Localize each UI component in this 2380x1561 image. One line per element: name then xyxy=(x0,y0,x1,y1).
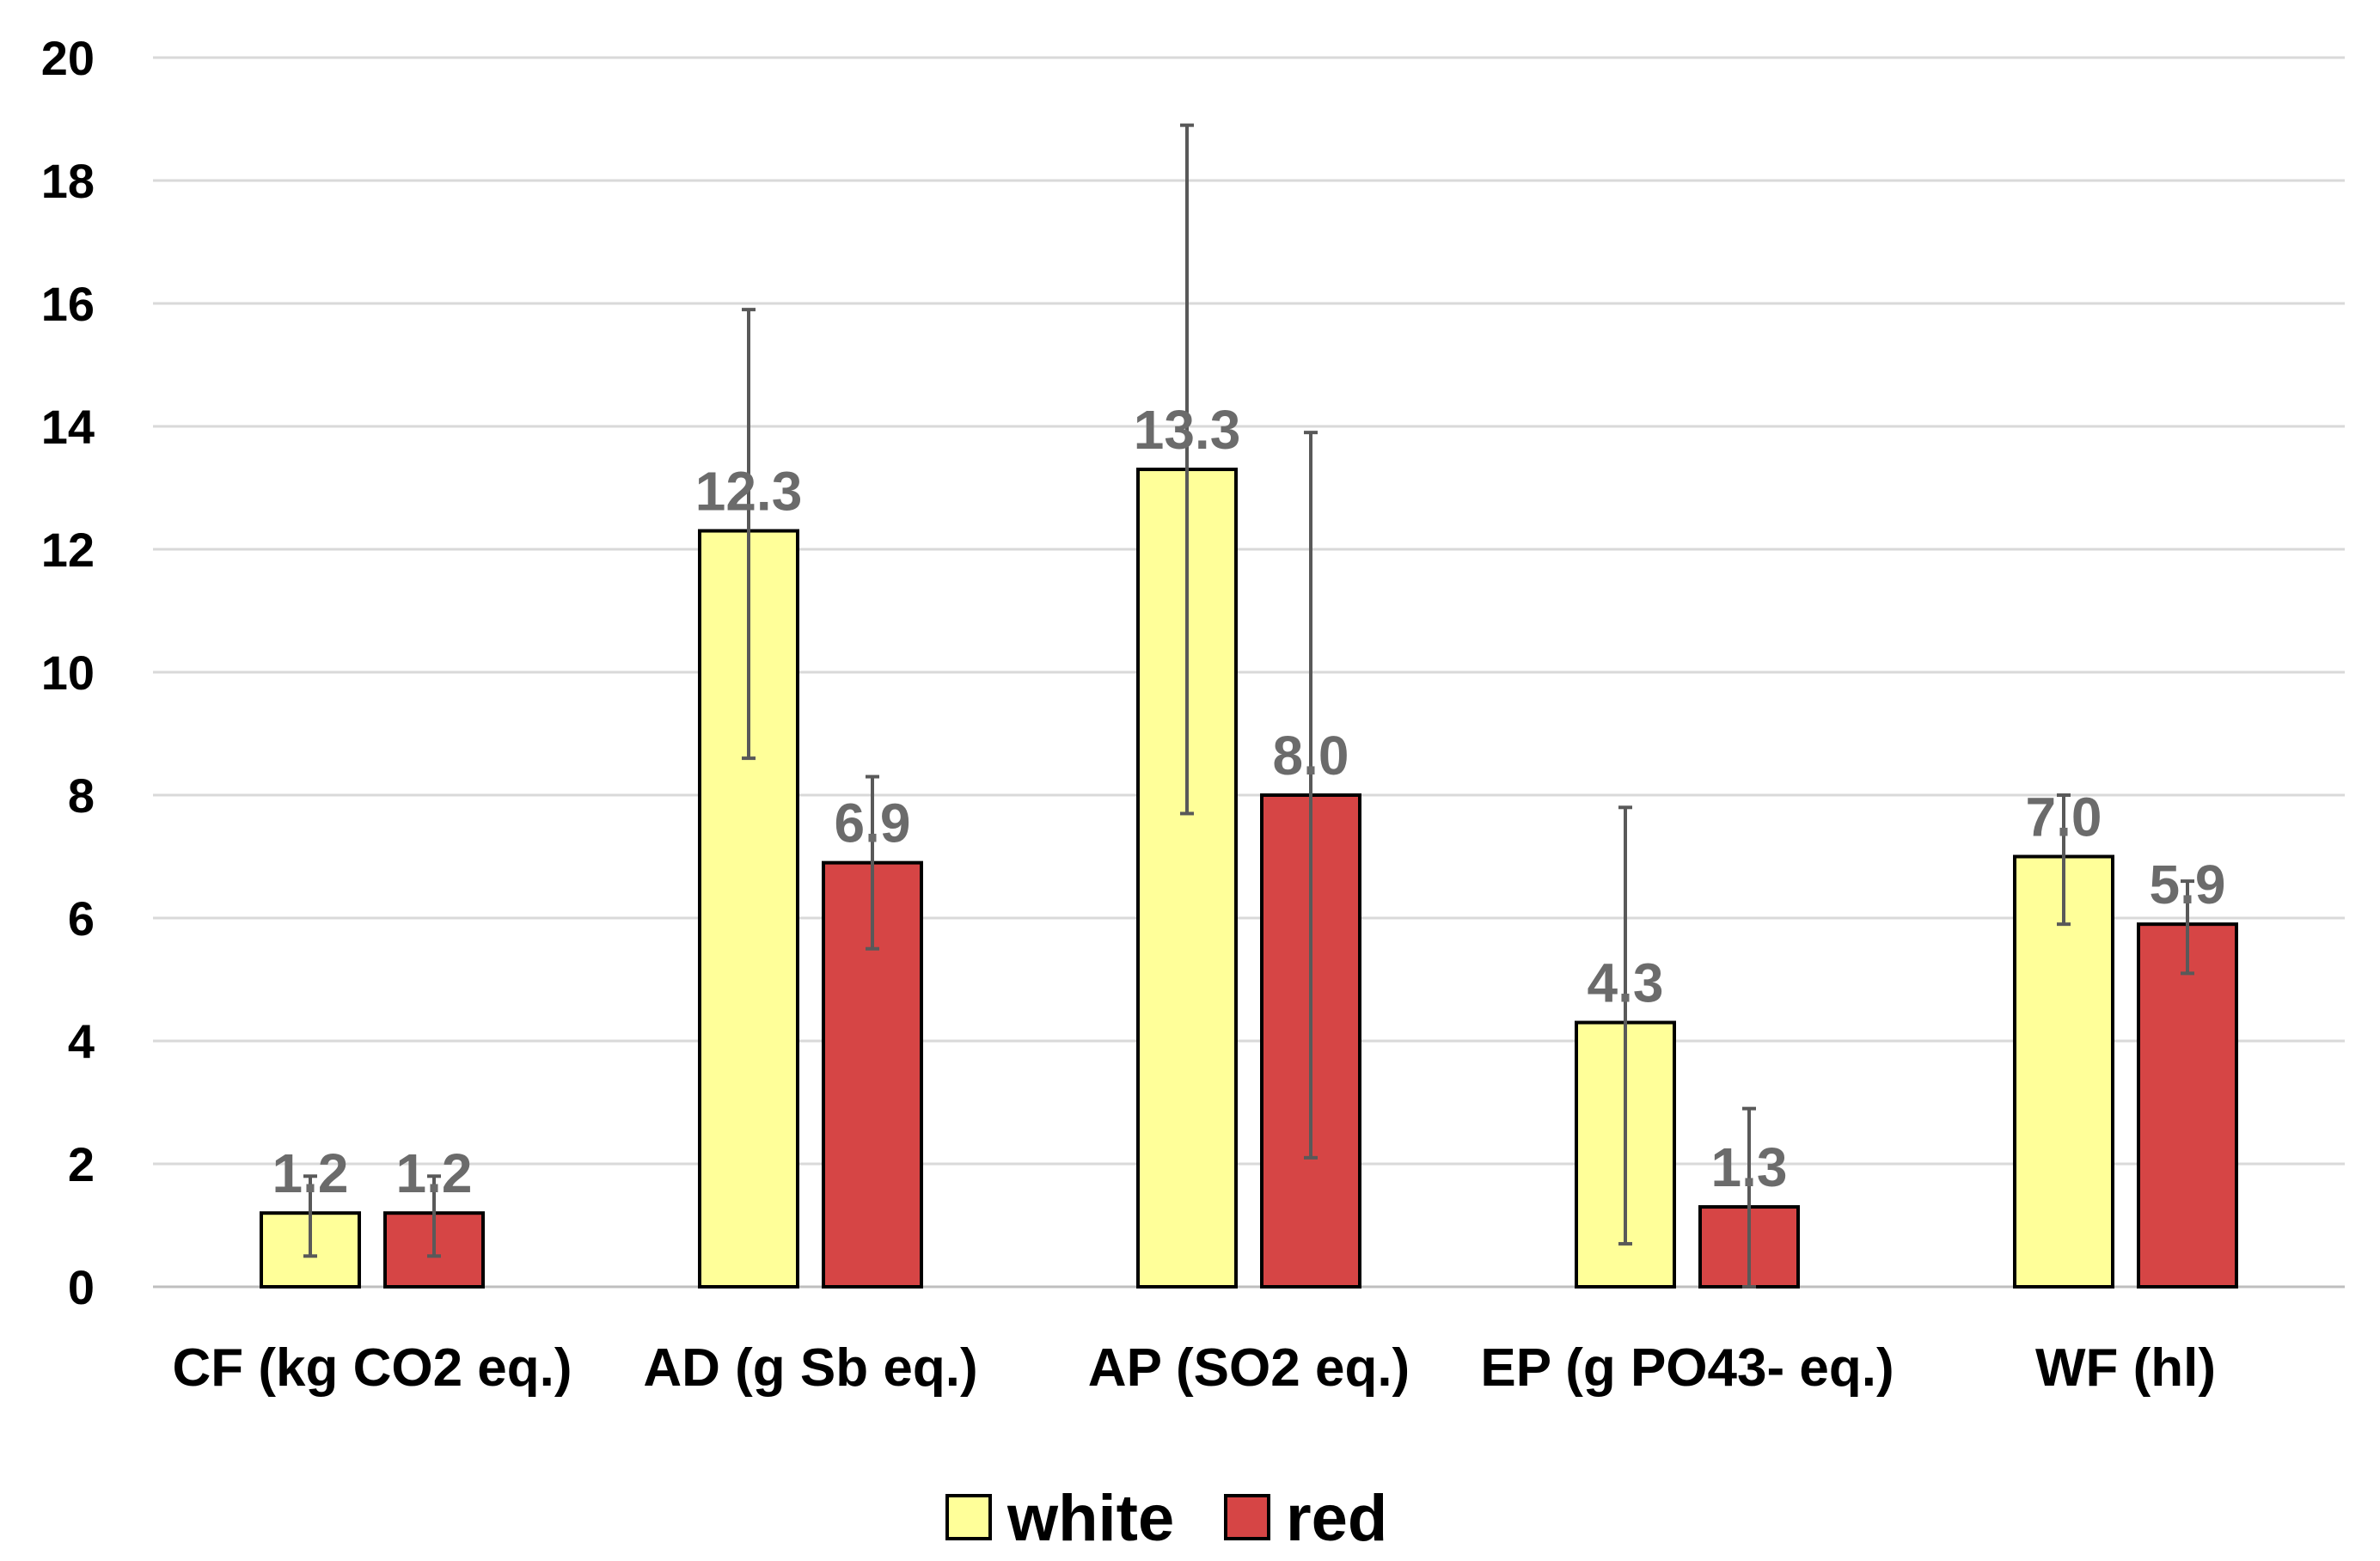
data-label-white-1: 12.3 xyxy=(695,461,803,523)
bar-red-4 xyxy=(2137,922,2238,1289)
error-bar-red-3 xyxy=(1742,1106,1756,1289)
error-bar-red-2 xyxy=(1304,431,1318,1160)
data-label-white-2: 13.3 xyxy=(1134,399,1241,461)
x-category-label: CF (kg CO2 eq.) xyxy=(172,1338,572,1398)
x-category-label: WF (hl) xyxy=(2035,1338,2216,1398)
y-tick-label: 14 xyxy=(41,400,95,454)
legend-item-white: white xyxy=(945,1482,1174,1555)
legend-label-white: white xyxy=(1006,1482,1174,1555)
data-label-white-0: 1.2 xyxy=(272,1142,349,1204)
legend-label-red: red xyxy=(1286,1482,1387,1555)
y-tick-label: 0 xyxy=(68,1260,95,1314)
error-bar-white-2 xyxy=(1180,123,1194,816)
y-tick-label: 18 xyxy=(41,154,95,208)
error-bar-red-1 xyxy=(866,774,879,951)
y-tick-label: 10 xyxy=(41,646,95,700)
y-tick-label: 20 xyxy=(41,31,95,85)
legend-swatch-white xyxy=(945,1494,992,1540)
x-category-label: AP (SO2 eq.) xyxy=(1088,1338,1410,1398)
y-tick-label: 16 xyxy=(41,277,95,331)
data-label-red-4: 5.9 xyxy=(2150,854,2226,915)
y-tick-label: 12 xyxy=(41,523,95,577)
data-label-red-0: 1.2 xyxy=(396,1142,473,1204)
error-bar-red-4 xyxy=(2181,879,2194,976)
y-tick-label: 4 xyxy=(68,1014,95,1068)
y-tick-label: 8 xyxy=(68,768,95,823)
y-tick-label: 2 xyxy=(68,1137,95,1191)
error-bar-white-3 xyxy=(1618,805,1632,1246)
y-tick-label: 6 xyxy=(68,891,95,946)
error-bar-white-0 xyxy=(303,1174,317,1258)
error-bar-white-1 xyxy=(742,308,756,761)
data-label-red-3: 1.3 xyxy=(1711,1136,1788,1198)
x-category-label: EP (g PO43- eq.) xyxy=(1480,1338,1894,1398)
data-label-red-1: 6.9 xyxy=(835,793,911,854)
data-label-red-2: 8.0 xyxy=(1273,725,1349,787)
data-label-white-3: 4.3 xyxy=(1588,952,1664,1014)
legend-swatch-red xyxy=(1224,1494,1270,1540)
data-label-white-4: 7.0 xyxy=(2026,787,2102,848)
x-category-label: AD (g Sb eq.) xyxy=(643,1338,977,1398)
legend-item-red: red xyxy=(1224,1482,1387,1555)
error-bar-white-4 xyxy=(2057,793,2071,927)
error-bar-red-0 xyxy=(427,1174,441,1258)
